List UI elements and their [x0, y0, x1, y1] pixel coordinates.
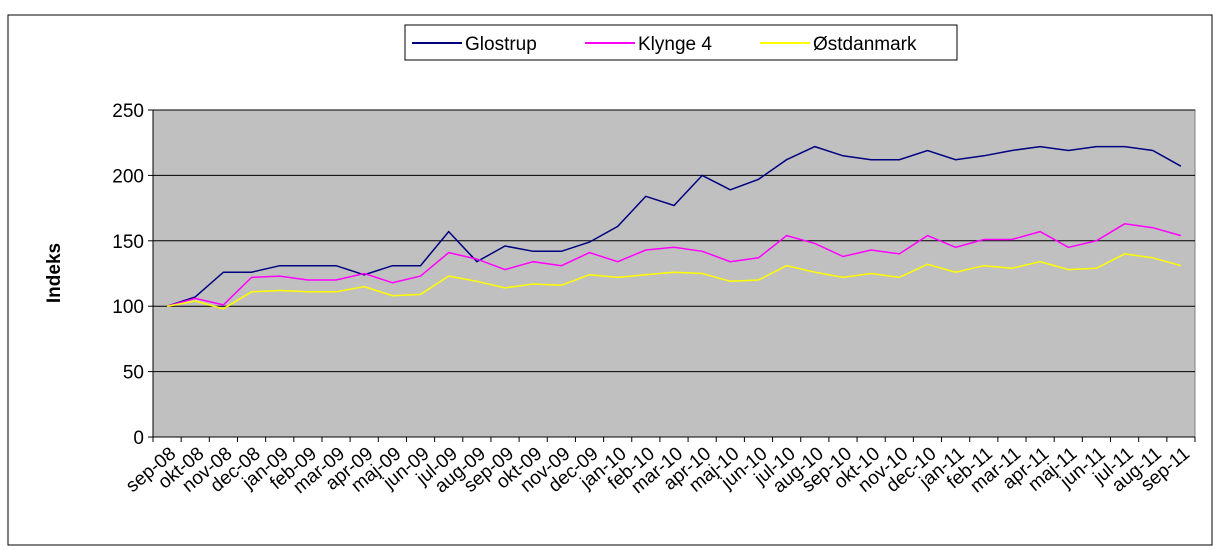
plot-area: [152, 109, 1196, 438]
y-tick-label: 0: [133, 428, 144, 449]
legend-label: Klynge 4: [638, 34, 712, 55]
y-tick-label: 150: [112, 232, 144, 253]
y-axis-label: Indeks: [44, 243, 65, 303]
legend: [404, 24, 958, 61]
series-line: [166, 145, 1182, 307]
y-tick-label: 200: [112, 166, 144, 187]
series-line: [166, 253, 1182, 310]
legend-label: Glostrup: [465, 34, 537, 55]
y-tick-label: 100: [112, 297, 144, 318]
series-line: [166, 223, 1182, 307]
legend-label: Østdanmark: [813, 34, 917, 55]
y-tick-label: 250: [112, 101, 144, 122]
y-tick-label: 50: [123, 363, 144, 384]
